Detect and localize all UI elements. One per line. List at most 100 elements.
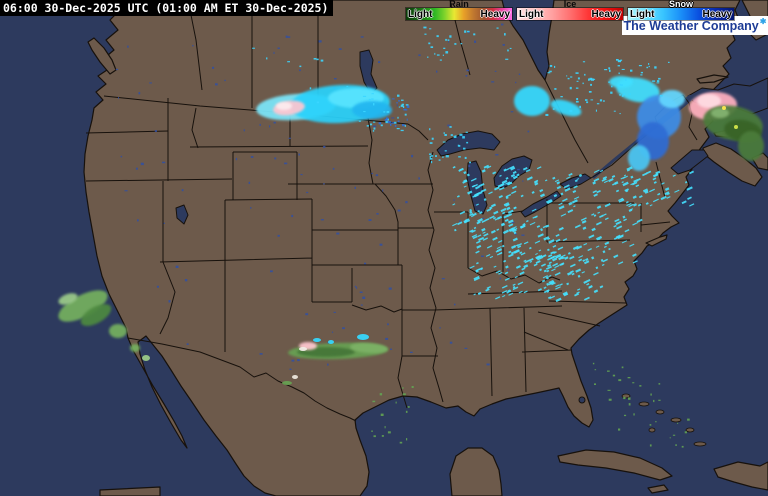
speck-indiana-kentucky-snow-showers xyxy=(495,270,501,274)
speck-small-lakes-west xyxy=(447,124,451,127)
speck-southern-quebec-flurries xyxy=(604,69,608,71)
speck-west-virginia-snow-showers xyxy=(576,291,580,295)
speck-michigan-lake-effect xyxy=(500,207,507,213)
speck-gulf-coast-rain xyxy=(395,401,397,404)
speck-michigan-lake-effect xyxy=(476,191,483,196)
speck-michigan-lake-effect xyxy=(489,215,495,220)
speck-small-lakes-south xyxy=(360,304,363,306)
speck-southern-quebec-flurries xyxy=(619,113,621,115)
speck-small-lakes-west xyxy=(298,153,300,156)
speck-ohio-valley-lake-effect xyxy=(553,194,558,198)
speck-ohio-valley-lake-effect xyxy=(529,221,536,226)
speck-florida-bahamas-rain xyxy=(594,383,596,385)
speck-small-lakes-west xyxy=(501,23,504,26)
speck-southern-quebec-flurries xyxy=(576,80,579,82)
legend-rain-title: Rain xyxy=(449,0,469,9)
speck-small-lakes-west xyxy=(474,204,476,206)
speck-maine-north-flurries xyxy=(656,82,660,84)
precip-blob-nova-scotia-rain xyxy=(734,125,738,129)
speck-ohio-valley-lake-effect xyxy=(622,215,626,219)
speck-ohio-valley-lake-effect xyxy=(520,252,526,256)
speck-north-dakota-trailing-snow xyxy=(373,127,376,130)
speck-new-england-coast-flurries xyxy=(620,197,624,201)
speck-ohio-valley-lake-effect xyxy=(505,203,510,207)
speck-southern-quebec-flurries xyxy=(610,91,613,94)
speck-southern-quebec-flurries xyxy=(608,67,611,70)
speck-small-lakes-south xyxy=(439,327,441,329)
timestamp-bar: 06:00 30-Dec-2025 UTC (01:00 AM ET 30-De… xyxy=(0,0,334,16)
speck-north-dakota-trailing-snow xyxy=(371,98,374,100)
speck-southern-quebec-flurries xyxy=(609,69,611,72)
speck-west-virginia-snow-showers xyxy=(571,272,575,276)
speck-north-dakota-trailing-snow xyxy=(358,120,361,122)
speck-gulf-coast-rain xyxy=(387,431,391,434)
pacific-island-strip xyxy=(99,486,161,496)
precip-blob-nova-scotia-rain xyxy=(722,106,726,110)
speck-small-lakes-west xyxy=(518,73,521,75)
speck-ohio-valley-lake-effect xyxy=(534,179,539,183)
speck-southern-quebec-flurries xyxy=(589,77,593,81)
speck-minnesota-flurries xyxy=(442,156,444,158)
speck-small-lakes-south xyxy=(454,303,456,306)
legend-ice-title: Ice xyxy=(563,0,577,9)
speck-indiana-kentucky-snow-showers xyxy=(471,234,478,238)
speck-small-lakes-west xyxy=(118,97,119,99)
speck-indiana-kentucky-snow-showers xyxy=(504,277,510,281)
speck-ohio-valley-lake-effect xyxy=(529,258,534,262)
speck-indiana-kentucky-snow-showers xyxy=(496,245,502,249)
speck-north-dakota-trailing-snow xyxy=(401,103,404,106)
speck-small-lakes-west xyxy=(360,36,364,38)
speck-small-lakes-west xyxy=(382,189,384,192)
speck-minnesota-flurries xyxy=(429,155,432,158)
precipitation-blobs xyxy=(58,76,764,385)
cuba xyxy=(557,449,673,481)
speck-indiana-kentucky-snow-showers xyxy=(508,250,512,254)
speck-new-england-coast-flurries xyxy=(655,170,661,175)
speck-michigan-lake-effect xyxy=(472,183,478,188)
speck-florida-bahamas-rain xyxy=(592,362,595,365)
speck-small-lakes-west xyxy=(495,154,499,156)
speck-north-dakota-trailing-snow xyxy=(369,123,373,126)
speck-gulf-coast-rain xyxy=(373,435,376,438)
speck-southern-quebec-flurries xyxy=(590,99,594,101)
speck-ohio-valley-lake-effect xyxy=(615,220,622,226)
speck-new-england-coast-flurries xyxy=(687,196,692,200)
speck-southern-quebec-flurries xyxy=(567,77,570,80)
speck-florida-bahamas-rain xyxy=(632,382,635,384)
speck-ohio-valley-lake-effect xyxy=(624,228,630,233)
speck-north-dakota-trailing-snow xyxy=(397,116,399,119)
speck-indiana-kentucky-snow-showers xyxy=(517,245,522,249)
speck-ohio-valley-lake-effect xyxy=(632,222,638,226)
speck-minnesota-flurries xyxy=(435,155,437,157)
speck-maine-north-flurries xyxy=(623,93,626,96)
speck-southern-quebec-flurries xyxy=(603,100,605,102)
speck-maine-north-flurries xyxy=(640,71,643,74)
speck-new-england-coast-flurries xyxy=(684,181,688,184)
speck-michigan-lake-effect xyxy=(469,210,473,214)
speck-ohio-valley-lake-effect xyxy=(524,259,531,264)
precip-blob-texas-snow xyxy=(328,340,334,344)
precipitation-speckles xyxy=(252,26,695,448)
ohio-river-border xyxy=(467,267,561,284)
speck-michigan-lake-effect xyxy=(459,210,466,215)
speck-indiana-kentucky-snow-showers xyxy=(485,254,491,257)
speck-michigan-lake-effect xyxy=(481,169,486,173)
speck-indiana-kentucky-snow-showers xyxy=(547,254,553,258)
speck-ohio-valley-lake-effect xyxy=(519,251,523,255)
speck-michigan-lake-effect xyxy=(508,223,514,228)
speck-florida-bahamas-rain xyxy=(633,413,635,416)
speck-west-virginia-snow-showers xyxy=(586,283,590,286)
speck-michigan-lake-effect xyxy=(504,218,509,223)
speck-ohio-valley-lake-effect xyxy=(595,245,600,248)
speck-ohio-valley-lake-effect xyxy=(567,252,571,255)
speck-small-lakes-west xyxy=(248,181,251,184)
speck-north-dakota-trailing-snow xyxy=(368,98,371,101)
speck-ohio-valley-lake-effect xyxy=(593,214,597,217)
speck-indiana-kentucky-snow-showers xyxy=(510,251,515,255)
speck-ohio-valley-lake-effect xyxy=(573,196,580,200)
speck-michigan-lake-effect xyxy=(494,186,500,191)
speck-ohio-valley-lake-effect xyxy=(581,219,587,224)
speck-florida-bahamas-rain xyxy=(639,385,642,387)
speck-ohio-valley-lake-effect xyxy=(602,258,609,263)
precip-blob-northern-plains-ice xyxy=(276,102,292,110)
